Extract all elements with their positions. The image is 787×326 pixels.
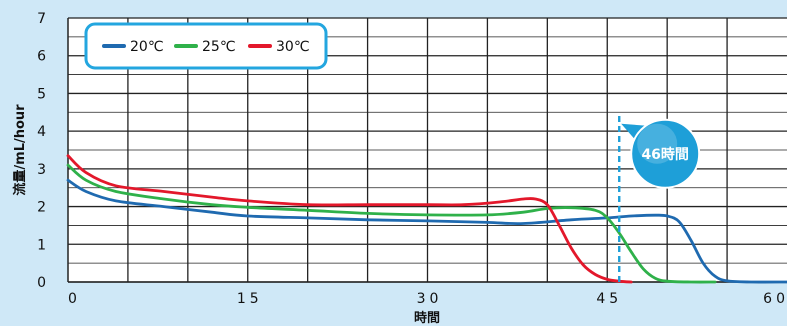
callout-highlight [637, 123, 678, 164]
series-group [66, 154, 787, 284]
y-axis-title: 流量/mL/hour [12, 104, 28, 196]
legend-label: 25℃ [202, 39, 236, 55]
y-tick-label: 4 [37, 124, 46, 140]
x-tick-label: 30 [417, 291, 443, 307]
legend-label: 30℃ [276, 39, 310, 55]
callout-pointer [621, 123, 648, 140]
y-tick-label: 5 [37, 86, 46, 102]
x-tick-label: 45 [596, 291, 622, 307]
annotations: 46時間 [618, 116, 701, 282]
y-tick-label: 7 [37, 11, 46, 27]
y-tick-label: 3 [37, 162, 46, 178]
y-tick-label: 0 [37, 275, 46, 291]
y-tick-label: 6 [37, 49, 46, 65]
x-tick-label: 0 [68, 291, 81, 307]
callout-label: 46時間 [641, 146, 688, 163]
series-line-3 [66, 154, 633, 284]
x-tick-label: 60 [763, 291, 787, 307]
y-tick-label: 1 [37, 237, 46, 253]
x-axis-title: 時間 [414, 310, 440, 326]
series-line-2 [66, 163, 717, 284]
callout-bubble [630, 118, 701, 189]
series-line-1 [66, 178, 787, 284]
grid [68, 17, 787, 283]
legend: 20℃ 25℃ 30℃ [84, 22, 328, 70]
legend-box [84, 22, 328, 70]
legend-label: 20℃ [130, 39, 164, 55]
y-tick-label: 2 [37, 200, 46, 216]
x-tick-label: 15 [237, 291, 263, 307]
